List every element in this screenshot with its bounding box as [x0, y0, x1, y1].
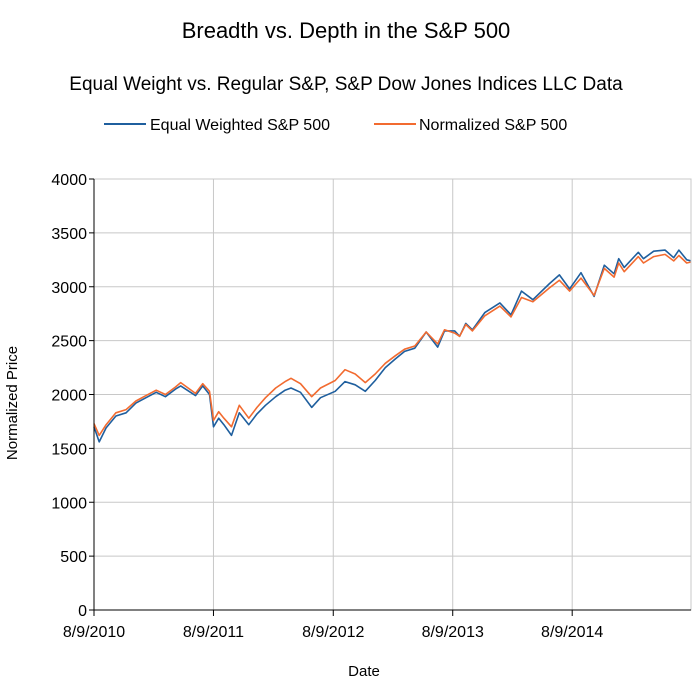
y-tick-labels: 0 500 1000 1500 2000 2500 3000 3500 4000	[51, 172, 94, 620]
y-tick-label: 4000	[51, 172, 87, 189]
x-tick-label: 8/9/2012	[302, 624, 364, 641]
chart-title: Breadth vs. Depth in the S&P 500	[182, 18, 511, 43]
series-lines	[93, 249, 692, 443]
legend-label: Normalized S&P 500	[419, 117, 567, 134]
x-tick-label: 8/9/2014	[541, 624, 603, 641]
series-line-normalized	[93, 253, 692, 437]
y-tick-label: 3500	[51, 226, 87, 243]
gridlines	[93, 178, 691, 611]
series-line-equal-weighted	[93, 249, 692, 443]
x-axis-label: Date	[348, 663, 380, 680]
legend: Equal Weighted S&P 500 Normalized S&P 500	[104, 117, 567, 134]
x-tick-label: 8/9/2011	[183, 624, 244, 641]
y-axis-label: Normalized Price	[4, 346, 21, 460]
x-tick-label: 8/9/2010	[63, 624, 125, 641]
y-tick-label: 0	[78, 603, 87, 620]
x-tick-label: 8/9/2013	[422, 624, 484, 641]
y-tick-label: 1500	[51, 441, 87, 458]
x-tick-labels: 8/9/2010 8/9/2011 8/9/2012 8/9/2013 8/9/2014	[63, 610, 603, 641]
y-tick-label: 500	[60, 549, 87, 566]
y-tick-label: 1000	[51, 495, 87, 512]
y-tick-label: 2000	[51, 388, 87, 405]
y-tick-label: 3000	[51, 280, 87, 297]
chart-subtitle: Equal Weight vs. Regular S&P, S&P Dow Jo…	[69, 74, 623, 95]
legend-label: Equal Weighted S&P 500	[150, 117, 330, 134]
y-tick-label: 2500	[51, 334, 87, 351]
